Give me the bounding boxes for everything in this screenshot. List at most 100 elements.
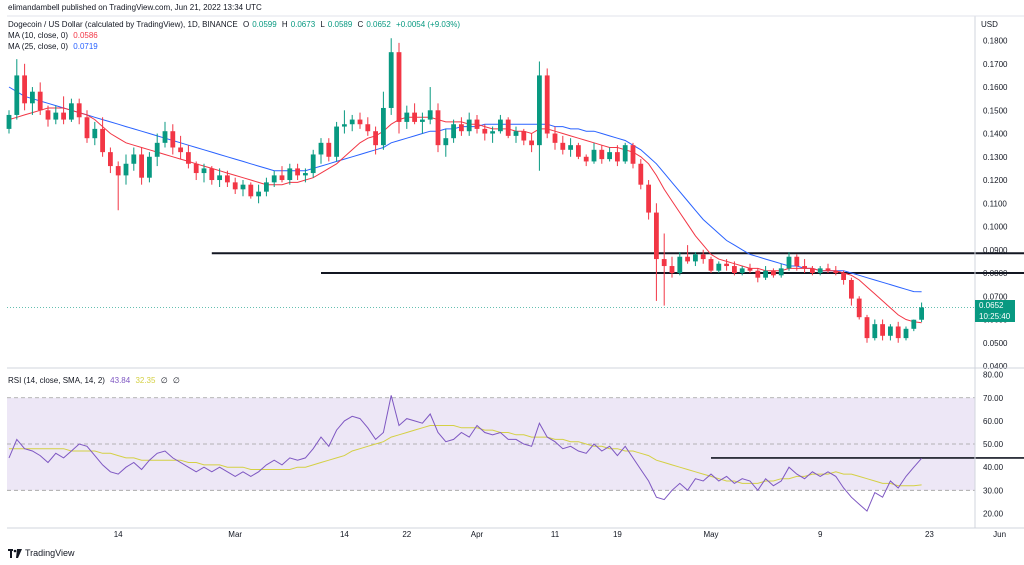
- candle: [513, 126, 519, 143]
- candle: [22, 63, 27, 111]
- rsi-band: [7, 397, 975, 491]
- candle: [209, 166, 215, 185]
- high-value: 0.0673: [290, 20, 316, 29]
- candle-body: [271, 175, 277, 183]
- rsi-tick-label: 80.00: [983, 371, 1004, 380]
- time-tick-label: Apr: [471, 530, 484, 539]
- candle-body: [778, 268, 784, 276]
- countdown-tag: 10:25:40: [975, 311, 1015, 322]
- candle: [630, 142, 636, 169]
- candle-body: [147, 156, 152, 178]
- rsi-tick-label: 50.00: [983, 440, 1004, 449]
- candle: [568, 138, 573, 157]
- candle: [646, 180, 651, 220]
- candle-body: [544, 75, 550, 134]
- candle-body: [459, 124, 464, 132]
- candle-body: [685, 256, 690, 262]
- candle: [310, 149, 316, 178]
- tradingview-logo[interactable]: TradingView: [8, 548, 75, 558]
- time-tick-label: 14: [114, 530, 123, 539]
- candle: [412, 103, 417, 125]
- price-tick-label: 0.1400: [983, 130, 1008, 139]
- ma10-legend[interactable]: MA (10, close, 0) 0.0586: [8, 31, 101, 41]
- candle-body: [162, 131, 168, 143]
- price-tick-label: 0.1700: [983, 60, 1008, 69]
- candle: [615, 145, 620, 167]
- candle-body: [739, 268, 745, 274]
- candle: [53, 105, 59, 125]
- candle-body: [724, 263, 729, 267]
- candle-body: [810, 268, 815, 274]
- candle: [193, 161, 199, 181]
- candle-body: [677, 256, 683, 274]
- candle-body: [622, 145, 628, 162]
- rsi-legend[interactable]: RSI (14, close, SMA, 14, 2) 43.84 32.35 …: [8, 376, 183, 386]
- candle-body: [37, 91, 43, 111]
- candle: [537, 61, 542, 171]
- candle: [342, 110, 347, 134]
- candle: [794, 254, 800, 271]
- rsi-axis: 80.00 70.00 60.00 50.00 40.00 30.00 20.00: [983, 371, 1004, 519]
- candle: [560, 135, 566, 155]
- price-tick-label: 0.0500: [983, 339, 1008, 348]
- candle: [435, 103, 441, 153]
- candle: [552, 126, 558, 150]
- candle: [583, 154, 589, 167]
- candle-body: [287, 168, 293, 181]
- candle: [154, 133, 160, 167]
- rsi-ma-value: 32.35: [135, 376, 156, 385]
- candle-body: [825, 268, 831, 271]
- candle: [240, 180, 246, 197]
- currency-label: USD: [981, 20, 998, 29]
- candle: [396, 42, 402, 134]
- candle-body: [404, 112, 410, 122]
- candle-body: [646, 184, 651, 213]
- candle-body: [201, 168, 207, 174]
- tradingview-icon: [8, 548, 22, 558]
- candle-body: [412, 112, 417, 122]
- candle-body: [763, 270, 768, 278]
- price-tick-label: 0.1500: [983, 106, 1008, 115]
- candle: [326, 138, 332, 162]
- candle-body: [295, 168, 300, 176]
- candle: [778, 263, 784, 278]
- candle: [256, 184, 261, 204]
- price-tick-label: 0.1600: [983, 83, 1008, 92]
- candle: [474, 114, 480, 134]
- rsi-polyline: [8, 395, 922, 512]
- candle-body: [396, 52, 402, 122]
- candle: [357, 112, 363, 129]
- candle-body: [880, 324, 885, 336]
- candle-body: [817, 268, 823, 274]
- ma10-label: MA (10, close, 0): [8, 31, 69, 40]
- candle-body: [45, 110, 51, 120]
- candle-body: [279, 175, 285, 181]
- symbol-title: Dogecoin / US Dollar (calculated by Trad…: [8, 20, 238, 29]
- candle-body: [841, 273, 846, 280]
- candle: [186, 145, 191, 169]
- candle: [833, 266, 839, 276]
- time-tick-label: 11: [551, 530, 560, 539]
- close-value: 0.0652: [366, 20, 391, 29]
- candle: [685, 245, 690, 264]
- candle: [607, 147, 612, 162]
- candle-body: [607, 152, 612, 160]
- candle: [591, 142, 597, 164]
- publisher-text: elimandambell published on TradingView.c…: [8, 3, 262, 12]
- open-value: 0.0599: [252, 20, 277, 29]
- candle: [732, 261, 737, 276]
- candle: [529, 133, 534, 153]
- time-tick-label: Mar: [228, 530, 242, 539]
- last-price-tag: 0.0652: [975, 300, 1015, 311]
- candle: [427, 87, 433, 125]
- candle-body: [310, 154, 316, 174]
- ma25-legend[interactable]: MA (25, close, 0) 0.0719: [8, 42, 101, 52]
- candle: [755, 268, 761, 283]
- candle-body: [638, 163, 644, 185]
- candle-body: [240, 184, 246, 190]
- candle-body: [420, 119, 425, 122]
- candle-body: [552, 133, 558, 143]
- candle-body: [84, 117, 90, 139]
- rsi-label: RSI (14, close, SMA, 14, 2): [8, 376, 105, 385]
- candle-body: [186, 152, 191, 164]
